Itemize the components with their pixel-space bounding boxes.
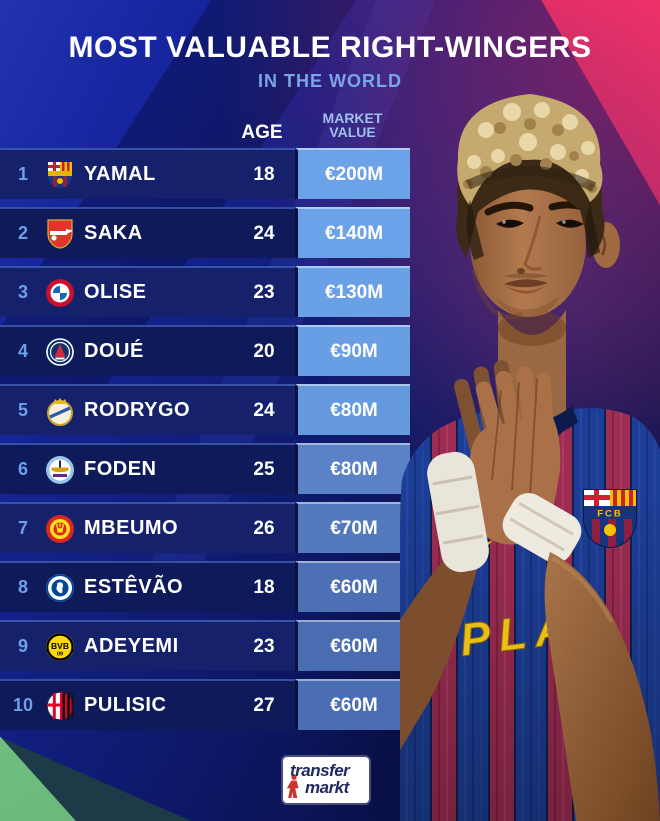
crest-text: FCB bbox=[597, 509, 623, 520]
rank-label: 1 bbox=[17, 164, 28, 184]
table-row: 7 MBEUMO 26 €70M bbox=[0, 502, 410, 553]
player-name: YAMAL bbox=[84, 163, 156, 185]
market-value-badge: €80M bbox=[295, 384, 410, 435]
rank-label: 2 bbox=[17, 223, 28, 243]
table-row: 8 ESTÊVÃO 18 €60M bbox=[0, 561, 410, 612]
rank-label: 9 bbox=[17, 636, 28, 656]
rank-label: 8 bbox=[17, 577, 28, 597]
borussia-dortmund-crest-icon: BVB 09 bbox=[44, 631, 76, 663]
market-value-badge: €90M bbox=[295, 325, 410, 376]
player-age: 25 bbox=[253, 458, 275, 480]
market-value-badge: €80M bbox=[295, 443, 410, 494]
player-name: MBEUMO bbox=[84, 517, 179, 539]
ac-milan-crest-icon bbox=[44, 690, 76, 722]
manchester-city-crest-icon bbox=[44, 454, 76, 486]
svg-text:09: 09 bbox=[57, 651, 63, 657]
market-value-badge: €60M bbox=[295, 561, 410, 612]
market-value-badge: €140M bbox=[295, 207, 410, 258]
market-value-badge: €60M bbox=[295, 679, 410, 730]
bayern-munich-crest-icon bbox=[44, 277, 76, 309]
svg-text:BVB: BVB bbox=[51, 641, 69, 651]
market-value-badge: €200M bbox=[295, 148, 410, 199]
fc-barcelona-shirt-crest-icon: FCB bbox=[583, 489, 637, 549]
player-age: 24 bbox=[253, 399, 275, 421]
table-row: 9 BVB 09 ADEYEMI 23 €60M bbox=[0, 620, 410, 671]
col-header-market-value: MARKET VALUE bbox=[295, 111, 410, 139]
table-row: 4 DOUÉ 20 €90M bbox=[0, 325, 410, 376]
player-name: DOUÉ bbox=[84, 340, 144, 362]
brand-line2: markt bbox=[305, 778, 349, 797]
player-photo: PLAY FCB bbox=[400, 94, 660, 821]
player-age: 26 bbox=[253, 517, 275, 539]
player-age: 23 bbox=[253, 635, 275, 657]
rank-label: 3 bbox=[17, 282, 28, 302]
market-value-badge: €60M bbox=[295, 620, 410, 671]
chelsea-crest-icon bbox=[44, 572, 76, 604]
real-madrid-crest-icon bbox=[44, 395, 76, 427]
table-row: 2 SAKA 24 €140M bbox=[0, 207, 410, 258]
table-row: 6 FODEN 25 €80M bbox=[0, 443, 410, 494]
rank-label: 10 bbox=[12, 695, 34, 715]
player-name: RODRYGO bbox=[84, 399, 191, 421]
transfermarkt-logo: transfer markt bbox=[283, 757, 369, 803]
manchester-united-crest-icon bbox=[44, 513, 76, 545]
rank-label: 4 bbox=[17, 341, 28, 361]
player-age: 23 bbox=[253, 281, 275, 303]
col-header-market-line2: VALUE bbox=[329, 124, 376, 140]
player-name: FODEN bbox=[84, 458, 157, 480]
rank-label: 7 bbox=[17, 518, 28, 538]
player-name: SAKA bbox=[84, 222, 143, 244]
rank-label: 6 bbox=[17, 459, 28, 479]
rank-label: 5 bbox=[17, 400, 28, 420]
market-value-badge: €130M bbox=[295, 266, 410, 317]
table-row: 5 RODRYGO 24 €80M bbox=[0, 384, 410, 435]
player-age: 20 bbox=[253, 340, 275, 362]
fc-barcelona-crest-icon bbox=[44, 159, 76, 191]
psg-crest-icon bbox=[44, 336, 76, 368]
player-name: ESTÊVÃO bbox=[84, 576, 184, 598]
player-age: 18 bbox=[253, 576, 275, 598]
player-name: OLISE bbox=[84, 281, 147, 303]
player-age: 24 bbox=[253, 222, 275, 244]
market-value-badge: €70M bbox=[295, 502, 410, 553]
col-header-age: AGE bbox=[241, 122, 283, 143]
player-age: 27 bbox=[253, 694, 275, 716]
player-name: PULISIC bbox=[84, 694, 167, 716]
player-age: 18 bbox=[253, 163, 275, 185]
table-row: 10 PULISIC 27 €60M bbox=[0, 679, 410, 730]
player-name: ADEYEMI bbox=[84, 635, 179, 657]
table-row: 1 YAMAL 18 €200M bbox=[0, 148, 410, 199]
ranking-table: 1 YAMAL 18 €200M 2 SAKA 24 €140M bbox=[0, 148, 410, 730]
arsenal-crest-icon bbox=[44, 218, 76, 250]
table-row: 3 OLISE 23 €130M bbox=[0, 266, 410, 317]
